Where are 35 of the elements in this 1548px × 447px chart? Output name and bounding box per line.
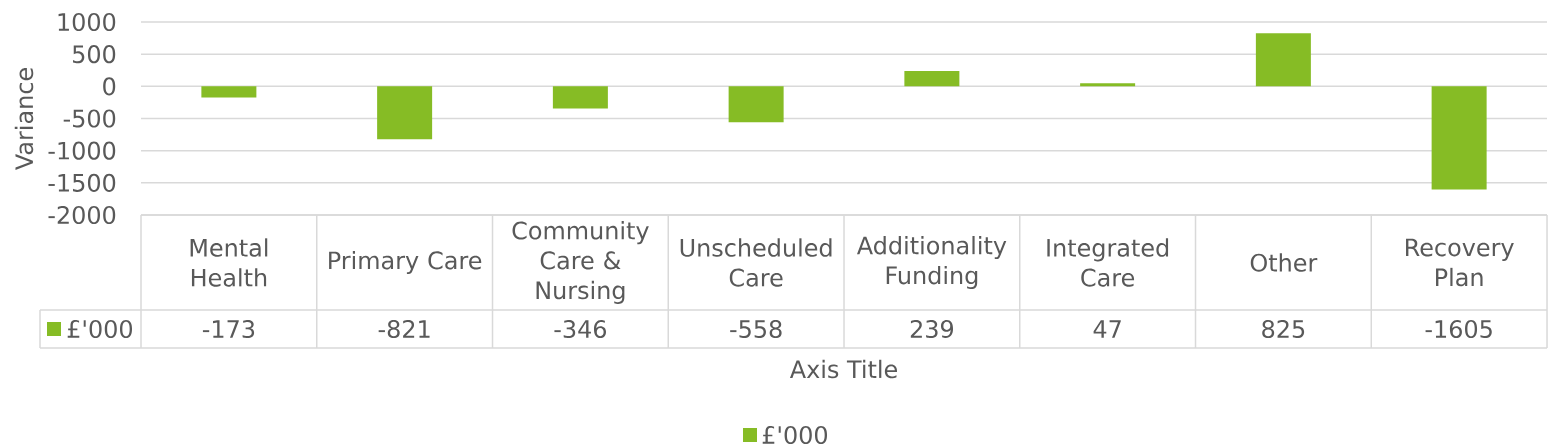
x-tick-label: Additionality Funding: [856, 236, 1007, 290]
y-axis-title: Variance: [14, 68, 34, 170]
data-label: 47: [1093, 320, 1121, 338]
x-tick-label: Mental Health: [190, 238, 268, 287]
y-tick-label: -1500: [48, 173, 116, 192]
data-label: -558: [730, 319, 782, 339]
bar: [201, 86, 257, 98]
data-label: -1605: [1425, 319, 1492, 339]
x-tick-label: Community Care & Nursing: [512, 221, 649, 304]
y-tick-label: -2000: [48, 205, 116, 225]
bar: [552, 86, 608, 109]
data-label: -173: [202, 319, 255, 339]
legend-label: £'000: [67, 319, 133, 339]
y-tick-label: -500: [63, 109, 116, 128]
x-tick-label: Integrated Care: [1047, 238, 1169, 287]
bar: [1080, 83, 1136, 87]
x-axis-title: Axis Title: [789, 359, 897, 379]
text: £'000: [762, 425, 828, 445]
data-label: 825: [1262, 319, 1305, 339]
x-tick-label: Recovery Plan: [1406, 238, 1514, 287]
bar: [1431, 86, 1487, 190]
y-tick-label: 1000: [58, 12, 116, 32]
y-tick-label: 0: [103, 77, 116, 96]
x-tick-label: Primary Care: [329, 250, 482, 275]
data-label: -346: [554, 319, 606, 339]
bar: [728, 86, 784, 123]
bar: [377, 86, 433, 140]
bar: [904, 70, 960, 87]
data-label: -821: [378, 319, 430, 339]
y-tick-label: 500: [73, 45, 116, 64]
y-tick-label: -1000: [48, 141, 116, 160]
bar: [1255, 33, 1311, 87]
data-label: 239: [910, 319, 954, 339]
x-tick-label: Other: [1250, 253, 1318, 272]
x-tick-label: Unscheduled Care: [680, 238, 832, 287]
